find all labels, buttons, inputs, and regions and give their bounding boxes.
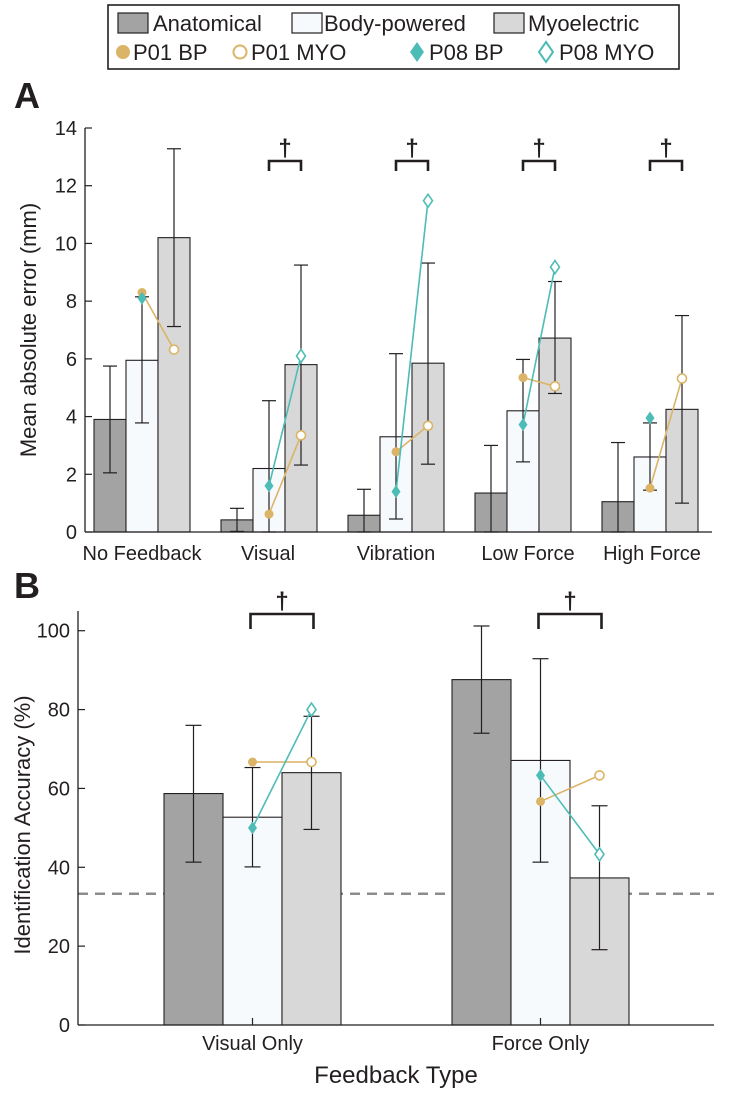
legend-swatch-body-powered: [291, 12, 323, 34]
legend-label-p08-myo: P08 MYO: [559, 40, 654, 65]
chart-a-p08-line-vibration: [395, 200, 429, 492]
chart-b-ytick-label-60: 60: [48, 778, 70, 800]
chart-a-p08-bp-point-visual: [264, 479, 274, 493]
legend-box: [107, 4, 680, 70]
legend-label-p08-bp: P08 BP: [429, 40, 504, 65]
chart-a-significance-marker-low-force: †: [532, 135, 545, 162]
chart-b-p01-myo-point-visual-only: [306, 756, 317, 768]
chart-a-ytick-label-4: 4: [66, 407, 77, 429]
chart-a-significance-bracket-low-force: [521, 159, 557, 171]
chart-a-p01-myo-point-visual: [295, 430, 307, 441]
chart-b-ytick-label-40: 40: [48, 857, 70, 879]
chart-a-significance-marker-high-force: †: [659, 135, 672, 162]
chart-b-category-label-force-only: Force Only: [492, 1033, 590, 1055]
chart-b-significance-bracket-visual-only: [249, 612, 315, 629]
chart-a-p01-myo-point-low-force: [549, 380, 561, 392]
chart-a-p08-line-low-force: [522, 266, 556, 425]
chart-a-significance-bracket-vibration: [394, 159, 430, 171]
chart-a-p01-line-visual: [268, 435, 302, 515]
chart-a-p08-myo-point-visual: [295, 348, 307, 364]
chart-a-p01-line-high-force: [649, 378, 683, 489]
chart-a-p08-line-visual: [268, 355, 302, 487]
chart-a-p01-bp-point-low-force: [518, 373, 528, 383]
chart-a-p01-myo-point-high-force: [676, 373, 688, 384]
chart-a-category-label-vibration: Vibration: [357, 543, 436, 565]
chart-a-p01-bp-point-visual: [264, 509, 274, 519]
chart-a-category-label-high-force: High Force: [603, 543, 701, 565]
chart-b-ytick-label-0: 0: [59, 1015, 70, 1037]
chart-a-ytick-label-6: 6: [66, 349, 77, 371]
legend-marker-p08-bp: [410, 42, 424, 62]
legend-label-myoelectric: Myoelectric: [528, 11, 639, 36]
chart-a-category-label-visual: Visual: [241, 543, 295, 565]
chart-a-p08-bp-point-high-force: [645, 411, 655, 425]
chart-b-ytick-label-100: 100: [37, 621, 70, 643]
legend-swatch-anatomical: [117, 12, 149, 34]
chart-b-p08-myo-point-visual-only: [306, 701, 317, 718]
panel-a-label: A: [14, 75, 40, 116]
chart-b-significance-bracket-force-only: [537, 612, 603, 629]
chart-a-ytick-label-0: 0: [66, 522, 77, 544]
chart-a-significance-bracket-visual: [267, 159, 303, 171]
chart-b-ylabel: Identification Accuracy (%): [10, 695, 35, 954]
chart-a-ytick-label-2: 2: [66, 464, 77, 486]
chart-b-significance-marker-visual-only: †: [275, 588, 288, 615]
chart-b-p01-myo-point-force-only: [594, 770, 605, 781]
legend: Anatomical Body-powered Myoelectric P01 …: [107, 4, 680, 70]
chart-b-p08-line-visual-only: [251, 709, 313, 829]
chart-a-ytick-label-14: 14: [55, 118, 77, 140]
chart-b-significance-marker-force-only: †: [563, 588, 576, 615]
legend-marker-p01-bp: [116, 45, 130, 59]
chart-b-ytick-label-80: 80: [48, 700, 70, 722]
chart-a-ytick-label-10: 10: [55, 233, 77, 255]
legend-label-p01-bp: P01 BP: [133, 40, 208, 65]
chart-b-ytick-label-20: 20: [48, 936, 70, 958]
legend-label-body-powered: Body-powered: [324, 11, 466, 36]
chart-a-p01-line-low-force: [522, 376, 556, 388]
chart-a-significance-bracket-high-force: [648, 159, 684, 171]
chart-a-p08-bp-point-no-feedback: [137, 291, 147, 305]
chart-a-significance-marker-vibration: †: [405, 135, 418, 162]
legend-swatch-myoelectric: [493, 12, 525, 34]
chart-b-p01-bp-point-force-only: [536, 796, 545, 806]
chart-b-p08-bp-point-visual-only: [248, 821, 257, 835]
legend-marker-p01-myo: [232, 44, 248, 60]
chart-a-ylabel: Mean absolute error (mm): [16, 203, 41, 457]
chart-a-category-label-no-feedback: No Feedback: [83, 543, 203, 565]
chart-b-p08-myo-point-force-only: [594, 846, 605, 863]
chart-a: Mean absolute error (mm) No Feedback Visu…: [16, 118, 712, 565]
chart-a-p01-myo-point-vibration: [422, 420, 434, 432]
chart-b-p08-bp-point-force-only: [536, 768, 545, 782]
chart-a-p01-bp-point-vibration: [391, 447, 401, 457]
legend-marker-p08-myo: [537, 40, 555, 64]
chart-b: Identification Accuracy (%) Feedback Typ…: [10, 588, 714, 1089]
panel-b-label: B: [14, 565, 40, 606]
legend-label-p01-myo: P01 MYO: [251, 40, 346, 65]
chart-b-p01-bp-point-visual-only: [248, 757, 257, 767]
chart-b-p01-line-force-only: [540, 774, 600, 803]
chart-a-p08-myo-point-vibration: [422, 192, 434, 209]
legend-label-anatomical: Anatomical: [153, 11, 262, 36]
chart-a-p08-myo-point-low-force: [549, 259, 561, 275]
chart-a-p01-line-no-feedback: [141, 292, 175, 351]
chart-a-p08-bp-point-vibration: [391, 485, 401, 499]
chart-a-ytick-label-8: 8: [66, 291, 77, 313]
chart-b-p08-line-force-only: [539, 774, 601, 855]
chart-a-significance-marker-visual: †: [278, 135, 291, 162]
chart-a-category-label-low-force: Low Force: [481, 543, 574, 565]
chart-b-xlabel: Feedback Type: [314, 1062, 478, 1089]
chart-a-p01-bp-point-high-force: [645, 483, 655, 493]
chart-a-ytick-label-12: 12: [55, 176, 77, 198]
chart-b-bar-myoelectric-force-only: [569, 877, 630, 1026]
chart-a-p01-myo-point-no-feedback: [168, 344, 180, 355]
chart-b-category-label-visual-only: Visual Only: [202, 1033, 303, 1055]
chart-b-bar-anatomical-force-only: [451, 679, 512, 1026]
chart-a-p08-bp-point-low-force: [518, 418, 528, 432]
